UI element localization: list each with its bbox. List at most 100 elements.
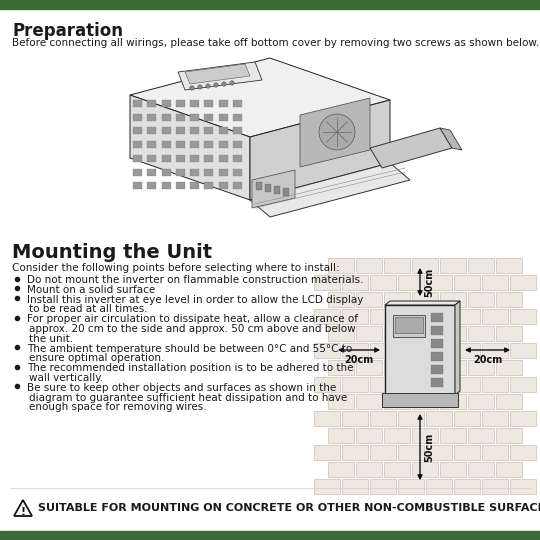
Text: Install this inverter at eye level in order to allow the LCD display: Install this inverter at eye level in or…	[27, 295, 363, 305]
Bar	[468, 326, 494, 341]
Bar	[496, 258, 522, 273]
Text: 20cm: 20cm	[345, 355, 374, 365]
Bar	[233, 155, 242, 162]
Bar	[384, 462, 410, 477]
Text: ensure optimal operation.: ensure optimal operation.	[29, 353, 164, 363]
Bar	[468, 258, 494, 273]
Bar	[370, 479, 396, 494]
Bar	[233, 141, 242, 148]
Bar	[176, 114, 185, 121]
Bar	[161, 141, 171, 148]
Bar	[440, 326, 466, 341]
Bar	[496, 360, 522, 375]
Bar	[398, 377, 424, 392]
Bar	[0, 0, 540, 9]
Bar	[133, 168, 142, 176]
Text: to be read at all times.: to be read at all times.	[29, 305, 147, 314]
Bar	[482, 411, 508, 426]
Bar	[440, 394, 466, 409]
Text: wall vertically.: wall vertically.	[29, 373, 103, 383]
Bar	[147, 100, 156, 107]
Bar	[482, 309, 508, 324]
Bar	[454, 343, 480, 358]
Bar	[370, 377, 396, 392]
Bar	[412, 462, 438, 477]
Bar	[395, 317, 423, 333]
Text: diagram to guarantee sufficient heat dissipation and to have: diagram to guarantee sufficient heat dis…	[29, 393, 347, 403]
Text: The recommended installation position is to be adhered to the: The recommended installation position is…	[27, 363, 354, 373]
Bar	[496, 394, 522, 409]
Circle shape	[214, 83, 218, 87]
Bar	[440, 258, 466, 273]
Polygon shape	[455, 301, 460, 395]
Bar	[412, 394, 438, 409]
Bar	[356, 292, 382, 307]
Bar	[482, 275, 508, 290]
Bar	[482, 479, 508, 494]
Bar	[398, 445, 424, 460]
Bar	[468, 462, 494, 477]
Bar	[384, 394, 410, 409]
Text: Mount on a solid surface: Mount on a solid surface	[27, 285, 156, 295]
Bar	[454, 479, 480, 494]
Bar	[468, 428, 494, 443]
Bar	[342, 377, 368, 392]
Circle shape	[230, 81, 234, 85]
Bar	[265, 184, 271, 192]
Circle shape	[206, 84, 210, 88]
Bar	[384, 326, 410, 341]
Bar	[454, 445, 480, 460]
Polygon shape	[250, 100, 390, 200]
Bar	[204, 100, 213, 107]
Circle shape	[190, 86, 194, 90]
Bar	[147, 168, 156, 176]
Bar	[314, 343, 340, 358]
Bar	[204, 127, 213, 134]
Bar	[356, 462, 382, 477]
Bar	[510, 377, 536, 392]
Bar	[496, 326, 522, 341]
Polygon shape	[130, 95, 250, 200]
Bar	[370, 275, 396, 290]
Bar	[233, 168, 242, 176]
Bar	[510, 445, 536, 460]
Bar	[233, 127, 242, 134]
Polygon shape	[252, 170, 295, 208]
Text: 50cm: 50cm	[424, 267, 434, 296]
Bar	[219, 100, 227, 107]
Circle shape	[319, 114, 355, 150]
Text: !: !	[21, 507, 25, 517]
Polygon shape	[130, 58, 390, 137]
Bar	[356, 394, 382, 409]
Bar	[176, 127, 185, 134]
Bar	[398, 479, 424, 494]
Bar	[440, 360, 466, 375]
Bar	[454, 275, 480, 290]
Bar	[482, 377, 508, 392]
Bar	[161, 114, 171, 121]
Bar	[328, 360, 354, 375]
Bar	[356, 428, 382, 443]
Bar	[496, 292, 522, 307]
Bar	[510, 275, 536, 290]
Bar	[412, 292, 438, 307]
Polygon shape	[250, 163, 410, 217]
Bar	[219, 114, 227, 121]
Bar	[133, 141, 142, 148]
Bar	[204, 155, 213, 162]
Bar	[412, 326, 438, 341]
Bar	[431, 326, 443, 335]
Bar	[161, 183, 171, 190]
Circle shape	[198, 85, 202, 89]
Bar	[233, 100, 242, 107]
Bar	[190, 155, 199, 162]
Text: Before connecting all wirings, please take off bottom cover by removing two scre: Before connecting all wirings, please ta…	[12, 38, 539, 48]
Polygon shape	[300, 98, 370, 167]
Bar	[393, 315, 425, 337]
Text: The ambient temperature should be between 0°C and 55°C to: The ambient temperature should be betwee…	[27, 343, 352, 354]
Text: Be sure to keep other objects and surfaces as shown in the: Be sure to keep other objects and surfac…	[27, 383, 336, 393]
Bar	[356, 360, 382, 375]
Bar	[190, 127, 199, 134]
Polygon shape	[370, 128, 452, 168]
Bar	[426, 343, 452, 358]
